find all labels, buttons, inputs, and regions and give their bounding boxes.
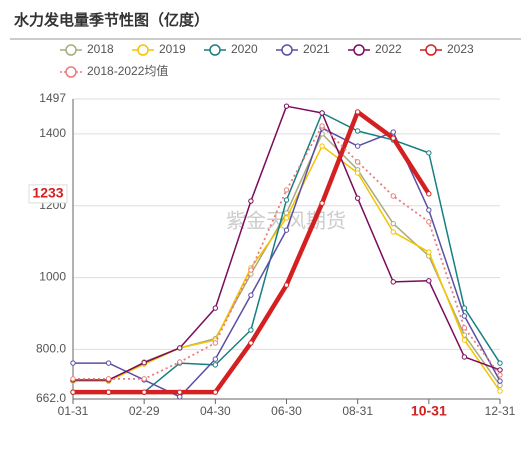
y-tick-label: 1400 <box>39 126 66 140</box>
point <box>426 150 432 156</box>
point <box>141 360 147 366</box>
point <box>177 389 183 395</box>
x-tick-label: 01-31 <box>58 404 89 418</box>
point <box>212 356 219 362</box>
series-line <box>73 112 501 393</box>
point <box>354 195 361 201</box>
point <box>212 362 219 368</box>
point <box>390 279 396 285</box>
point <box>426 191 432 197</box>
series-line <box>73 105 501 381</box>
point <box>212 389 219 395</box>
point <box>70 389 76 395</box>
legend-label: 2021 <box>303 42 330 56</box>
point <box>105 360 112 366</box>
point <box>390 135 396 141</box>
legend-label: 2020 <box>231 42 258 56</box>
legend-marker <box>281 44 293 56</box>
x-tick-label: 06-30 <box>271 404 302 418</box>
legend-marker <box>425 44 437 56</box>
point <box>497 388 503 394</box>
point <box>248 198 254 204</box>
point <box>390 220 396 227</box>
point <box>497 360 503 366</box>
point <box>497 367 503 373</box>
series-line <box>73 125 501 380</box>
point <box>426 249 432 255</box>
point <box>70 360 76 366</box>
point <box>70 376 76 382</box>
point <box>248 340 254 346</box>
y-marker-label: 1233 <box>32 185 63 201</box>
point <box>426 219 432 225</box>
point <box>248 292 254 298</box>
point <box>248 327 254 333</box>
y-tick-label: 1000 <box>39 270 66 284</box>
point <box>105 376 112 382</box>
point <box>354 170 361 176</box>
point <box>248 267 254 273</box>
legend-marker <box>65 44 77 56</box>
x-tick-label: 08-31 <box>342 404 373 418</box>
point <box>497 382 503 389</box>
legend-label: 2018 <box>87 42 114 56</box>
point <box>497 372 503 378</box>
point <box>177 345 183 351</box>
series-line <box>73 127 501 398</box>
point <box>497 378 503 384</box>
legend-marker <box>353 44 365 56</box>
point <box>319 143 325 149</box>
series-line <box>73 133 501 386</box>
point <box>283 227 290 233</box>
point <box>283 197 290 203</box>
x-tick-label: 12-31 <box>485 404 516 418</box>
y-tick-label: 1497 <box>39 91 66 105</box>
point <box>319 123 325 129</box>
point <box>141 376 147 382</box>
legend-label: 2018-2022均值 <box>87 63 168 78</box>
point <box>105 389 112 395</box>
point <box>283 187 290 193</box>
legend-label: 2023 <box>447 42 474 56</box>
x-tick-label: 02-29 <box>129 404 160 418</box>
point <box>390 129 396 135</box>
x-tick-label: 04-30 <box>200 404 231 418</box>
y-tick-label: 800.0 <box>36 342 66 356</box>
legend-marker <box>209 44 221 56</box>
point <box>390 229 396 235</box>
y-tick-label: 662.0 <box>36 391 66 405</box>
point <box>319 200 325 206</box>
legend-label: 2019 <box>159 42 186 56</box>
chart-title: 水力发电量季节性图（亿度） <box>14 11 209 29</box>
legend-marker <box>65 66 77 78</box>
point <box>141 389 147 395</box>
point <box>426 278 432 284</box>
point <box>212 305 219 311</box>
point <box>461 325 468 331</box>
legend-marker <box>137 44 149 56</box>
point <box>461 313 468 319</box>
series-line <box>73 109 431 395</box>
point <box>461 354 468 360</box>
point <box>283 282 290 288</box>
point <box>319 110 325 116</box>
point <box>461 337 468 343</box>
point <box>426 207 432 213</box>
point <box>354 128 361 134</box>
point <box>354 109 361 115</box>
point <box>354 159 361 165</box>
y-marker-box <box>28 184 68 204</box>
x-tick-label: 10-31 <box>411 403 447 419</box>
point <box>177 394 183 400</box>
point <box>283 215 290 221</box>
point <box>390 193 396 199</box>
point <box>283 103 290 109</box>
point <box>354 143 361 149</box>
legend-label: 2022 <box>375 42 402 56</box>
point <box>212 340 219 346</box>
point <box>177 359 183 365</box>
